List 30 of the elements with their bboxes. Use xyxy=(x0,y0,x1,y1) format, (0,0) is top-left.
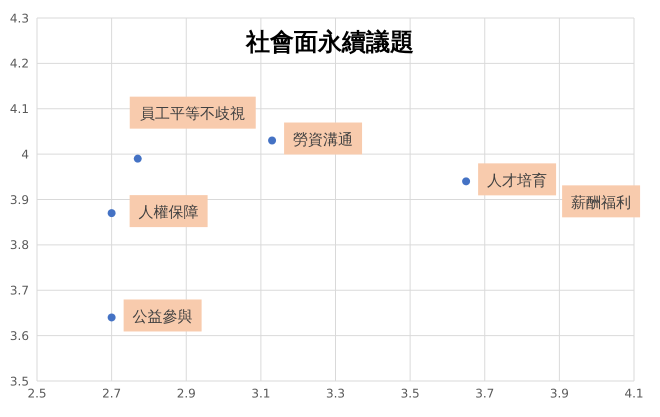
x-tick-label: 3.1 xyxy=(251,386,270,401)
annotation: 人權保障 xyxy=(138,203,199,222)
x-tick-label: 3.5 xyxy=(400,386,420,401)
point xyxy=(268,136,276,145)
chart-title: 社會面永續議題 xyxy=(244,27,415,58)
x-tick-label: 3.3 xyxy=(326,386,346,401)
y-tick-label: 3.5 xyxy=(10,374,29,388)
x-tick-label: 4.1 xyxy=(624,386,644,401)
y-tick-label: 3.9 xyxy=(10,192,29,207)
x-tick-label: 3.9 xyxy=(550,386,569,401)
annotation: 公益參與 xyxy=(132,307,193,326)
annotation: 勞資溝通 xyxy=(293,130,354,149)
point xyxy=(462,177,470,186)
point xyxy=(134,154,142,163)
x-tick-label: 3.7 xyxy=(475,386,494,401)
y-tick-label: 3.6 xyxy=(10,328,29,343)
x-tick-label: 2.7 xyxy=(102,386,122,401)
y-tick-label: 4.2 xyxy=(10,56,29,71)
annotation: 員工平等不歧視 xyxy=(140,104,246,123)
y-tick-label: 3.8 xyxy=(10,238,29,252)
annotation: 薪酬福利 xyxy=(571,193,632,212)
point xyxy=(108,313,116,322)
point xyxy=(108,209,116,218)
y-tick-label: 4.3 xyxy=(10,11,29,26)
x-tick-label: 2.5 xyxy=(27,386,47,401)
y-tick-label: 4 xyxy=(21,147,29,162)
x-tick-label: 2.9 xyxy=(176,386,196,401)
y-tick-label: 4.1 xyxy=(10,102,29,116)
annotation: 人才培育 xyxy=(487,171,548,190)
y-tick-label: 3.7 xyxy=(10,284,29,298)
